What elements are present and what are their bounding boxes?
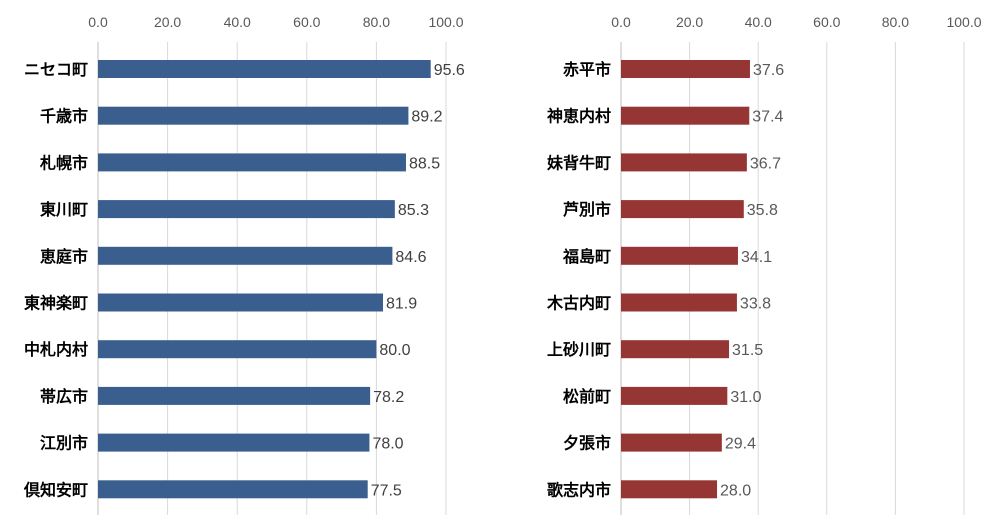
bar xyxy=(621,200,744,219)
category-label: 恵庭市 xyxy=(40,247,88,266)
data-label: 78.0 xyxy=(372,436,403,453)
category-label: 札幌市 xyxy=(39,153,88,172)
data-label: 29.4 xyxy=(725,436,756,453)
tick-label: 100.0 xyxy=(946,14,981,30)
category-label: 東神楽町 xyxy=(24,294,88,313)
tick-label: 0.0 xyxy=(611,14,631,30)
data-label: 31.0 xyxy=(730,389,761,406)
bar xyxy=(98,200,395,219)
category-label: 江別市 xyxy=(40,434,88,453)
category-label: 帯広市 xyxy=(40,387,88,406)
data-label: 77.5 xyxy=(371,482,402,499)
bar xyxy=(621,340,730,359)
bar xyxy=(621,293,737,312)
bar xyxy=(98,153,406,172)
category-label: 芦別市 xyxy=(563,200,611,219)
bar xyxy=(98,106,409,125)
bar xyxy=(621,480,718,499)
bar xyxy=(621,246,738,265)
category-label: 中札内村 xyxy=(24,340,88,359)
bar xyxy=(621,106,750,125)
category-label: 東川町 xyxy=(40,200,88,219)
bar xyxy=(98,433,370,452)
tick-label: 60.0 xyxy=(813,14,840,30)
data-label: 28.0 xyxy=(720,482,751,499)
tick-label: 80.0 xyxy=(882,14,909,30)
bar xyxy=(98,386,371,405)
category-label: 倶知安町 xyxy=(23,480,88,499)
data-label: 33.8 xyxy=(740,296,771,313)
category-label: ニセコ町 xyxy=(24,60,88,79)
category-label: 千歳市 xyxy=(40,107,88,126)
category-label: 夕張市 xyxy=(563,434,611,453)
bar xyxy=(98,246,393,265)
data-label: 37.6 xyxy=(753,62,784,79)
bar xyxy=(621,433,722,452)
tick-label: 40.0 xyxy=(224,14,251,30)
data-label: 89.2 xyxy=(411,109,442,126)
bar xyxy=(621,60,750,78)
category-label: 歌志内市 xyxy=(547,480,611,499)
tick-label: 100.0 xyxy=(428,14,463,30)
category-label: 福島町 xyxy=(562,247,611,266)
data-label: 85.3 xyxy=(398,202,429,219)
category-label: 赤平市 xyxy=(563,60,611,79)
tick-label: 20.0 xyxy=(154,14,181,30)
data-label: 95.6 xyxy=(434,62,465,79)
data-label: 35.8 xyxy=(747,202,778,219)
category-label: 木古内町 xyxy=(546,294,611,313)
category-label: 神恵内村 xyxy=(547,107,611,126)
data-label: 37.4 xyxy=(752,109,783,126)
data-label: 31.5 xyxy=(732,342,763,359)
bar xyxy=(98,480,368,499)
bar xyxy=(621,386,728,405)
data-label: 81.9 xyxy=(386,296,417,313)
tick-label: 60.0 xyxy=(293,14,320,30)
data-label: 34.1 xyxy=(741,249,772,266)
data-label: 80.0 xyxy=(379,342,410,359)
category-label: 松前町 xyxy=(563,387,611,406)
data-label: 78.2 xyxy=(373,389,404,406)
bar xyxy=(621,153,747,172)
data-label: 88.5 xyxy=(409,155,440,172)
category-label: 上砂川町 xyxy=(547,340,611,359)
tick-label: 40.0 xyxy=(745,14,772,30)
tick-label: 80.0 xyxy=(363,14,390,30)
bar xyxy=(98,60,431,78)
bar xyxy=(98,293,384,312)
category-label: 妹背牛町 xyxy=(546,153,611,172)
data-label: 36.7 xyxy=(750,155,781,172)
chart-panel-2: 0.0 20.0 40.0 60.0 80.0 100.0 赤平市 37.6 神恵内村 37.4 妹… xyxy=(546,14,982,515)
chart-panel-1: 0.0 20.0 40.0 60.0 80.0 100.0 ニセコ町 95.6 千歳市 89.2 札… xyxy=(23,14,465,515)
tick-label: 0.0 xyxy=(88,14,108,30)
bar xyxy=(98,340,377,359)
data-label: 84.6 xyxy=(395,249,426,266)
tick-label: 20.0 xyxy=(676,14,703,30)
